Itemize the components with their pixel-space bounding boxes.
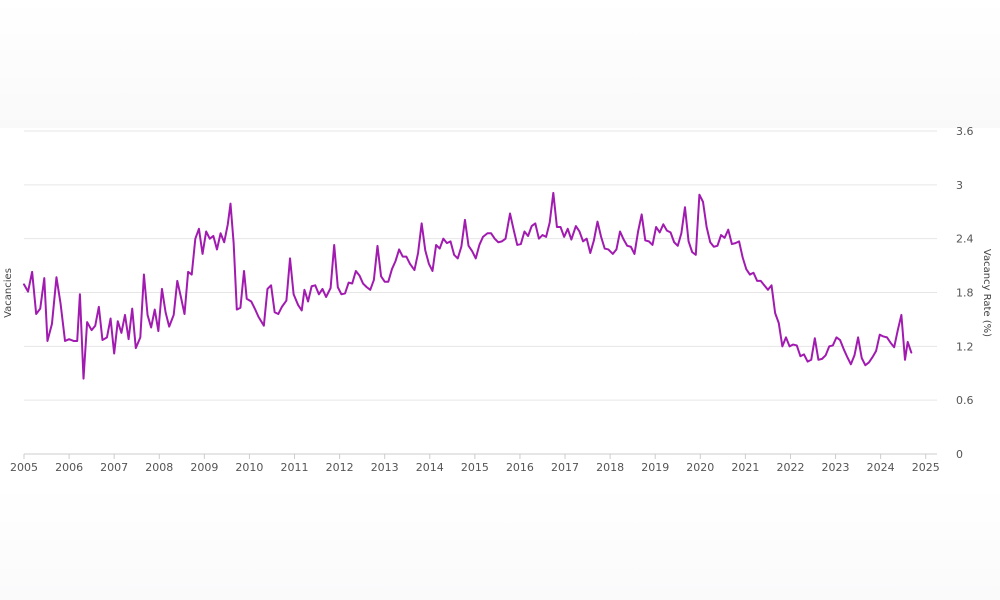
x-tick-label: 2024: [867, 461, 895, 474]
x-tick-label: 2006: [55, 461, 83, 474]
x-tick-label: 2021: [731, 461, 759, 474]
x-tick-label: 2007: [100, 461, 128, 474]
x-tick-label: 2015: [461, 461, 489, 474]
series-line: [23, 191, 913, 380]
bottom-band: [0, 486, 1000, 600]
x-tick-label: 2005: [10, 461, 38, 474]
x-tick-label: 2019: [641, 461, 669, 474]
y-tick-label: 3: [956, 179, 963, 192]
x-tick-label: 2009: [190, 461, 218, 474]
y-axis-label-right: Vacancy Rate (%): [981, 249, 992, 337]
x-tick-label: 2016: [506, 461, 534, 474]
y-axis-right: 0 0.6 1.2 1.8 2.4 3 3.6: [956, 125, 974, 461]
x-tick-label: 2013: [371, 461, 399, 474]
y-tick-label: 0.6: [956, 394, 974, 407]
x-tick-label: 2010: [235, 461, 263, 474]
x-tick-label: 2011: [281, 461, 309, 474]
x-tick-label: 2014: [416, 461, 444, 474]
y-tick-label: 3.6: [956, 125, 974, 138]
x-tick-label: 2018: [596, 461, 624, 474]
x-tick-label: 2023: [822, 461, 850, 474]
series-layer: [23, 191, 913, 380]
y-tick-label: 0: [956, 448, 963, 461]
x-axis: 2005 2006 2007 2008 2009 2010 2011 2012 2013 2014…: [10, 453, 940, 474]
top-band: [0, 0, 1000, 128]
gridlines: [24, 130, 937, 401]
y-tick-label: 1.2: [956, 340, 974, 353]
x-tick-label: 2022: [776, 461, 804, 474]
y-axis-label-left: Vacancies: [3, 268, 14, 318]
y-tick-label: 1.8: [956, 287, 974, 300]
x-tick-label: 2012: [326, 461, 354, 474]
x-tick-label: 2020: [686, 461, 714, 474]
y-tick-label: 2.4: [956, 233, 974, 246]
x-tick-label: 2008: [145, 461, 173, 474]
x-tick-label: 2025: [912, 461, 940, 474]
x-tick-label: 2017: [551, 461, 579, 474]
